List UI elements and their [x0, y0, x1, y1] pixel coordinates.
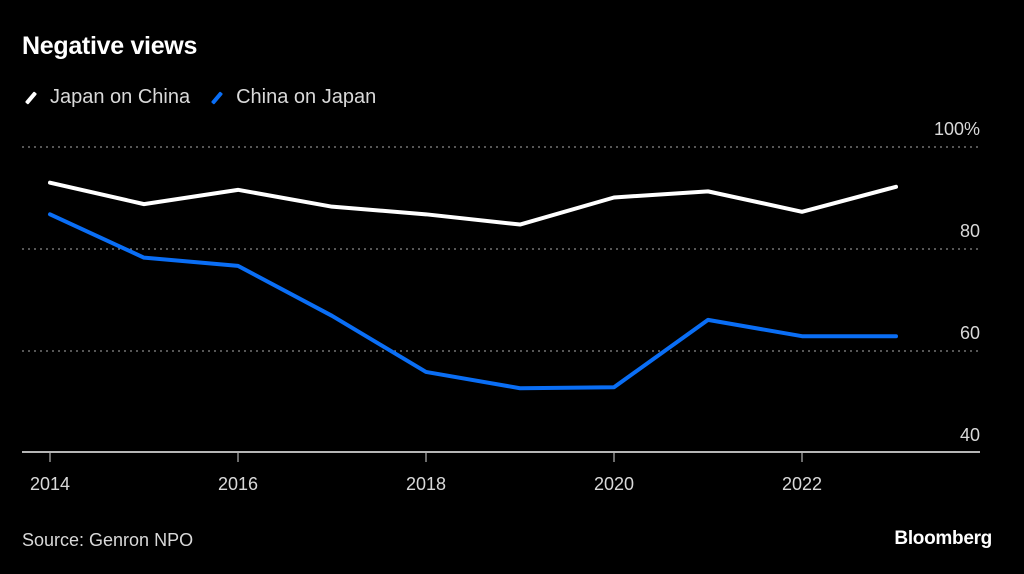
chart-title: Negative views — [22, 32, 198, 60]
series-line-china-on-japan — [48, 212, 898, 391]
y-tick-label: 100% — [934, 119, 980, 139]
legend-label: Japan on China — [50, 86, 191, 108]
y-tick-label: 80 — [960, 221, 980, 241]
x-tick-label: 2022 — [782, 474, 822, 494]
legend-item-china-on-japan: China on Japan — [208, 86, 376, 109]
series-line-japan-on-china — [48, 180, 898, 227]
y-tick-label: 60 — [960, 323, 980, 343]
legend-item-japan-on-china: Japan on China — [22, 86, 190, 109]
bloomberg-logo: Bloomberg — [894, 528, 992, 549]
legend-label: China on Japan — [236, 86, 377, 108]
source-note: Source: Genron NPO — [22, 530, 194, 550]
y-tick-label: 40 — [960, 425, 980, 445]
x-tick-label: 2020 — [594, 474, 634, 494]
x-tick-label: 2016 — [218, 474, 258, 494]
legend: Japan on China China on Japan — [22, 86, 394, 109]
x-tick-label: 2014 — [30, 474, 70, 494]
x-tick-label: 2018 — [406, 474, 446, 494]
